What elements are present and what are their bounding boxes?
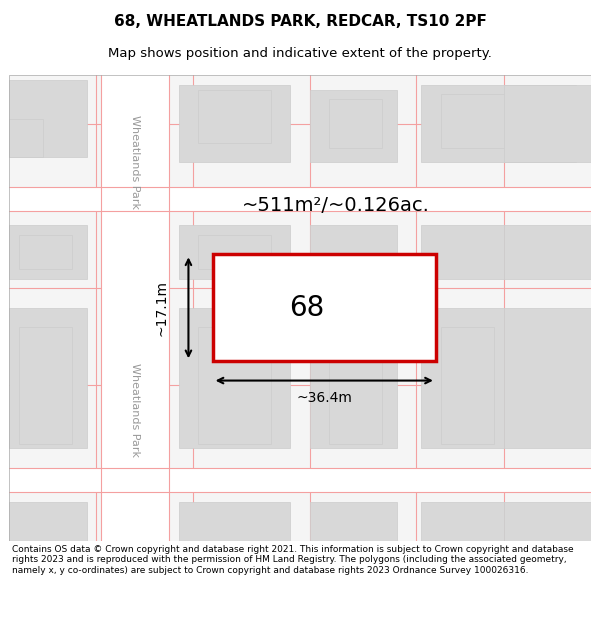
Bar: [421, 502, 504, 541]
Bar: [310, 502, 397, 541]
Text: Map shows position and indicative extent of the property.: Map shows position and indicative extent…: [108, 48, 492, 61]
Bar: [504, 308, 591, 449]
Bar: [179, 85, 290, 162]
Bar: [198, 328, 271, 444]
Text: Wheatlands Park: Wheatlands Park: [130, 115, 140, 209]
Bar: [440, 94, 547, 148]
Bar: [179, 226, 290, 279]
Bar: [421, 85, 577, 162]
Bar: [421, 308, 504, 449]
Text: 68, WHEATLANDS PARK, REDCAR, TS10 2PF: 68, WHEATLANDS PARK, REDCAR, TS10 2PF: [113, 14, 487, 29]
Bar: [440, 328, 494, 444]
Text: ~17.1m: ~17.1m: [154, 280, 168, 336]
Text: Contains OS data © Crown copyright and database right 2021. This information is : Contains OS data © Crown copyright and d…: [12, 545, 574, 574]
Bar: [421, 226, 504, 279]
Text: Wheatlands Park: Wheatlands Park: [130, 362, 140, 457]
Text: ~511m²/~0.126ac.: ~511m²/~0.126ac.: [241, 196, 430, 216]
Bar: [9, 308, 86, 449]
Text: ~36.4m: ~36.4m: [296, 391, 352, 405]
Bar: [9, 502, 86, 541]
Bar: [9, 468, 591, 492]
Bar: [198, 235, 271, 269]
Bar: [19, 328, 72, 444]
Bar: [329, 99, 382, 148]
Bar: [310, 308, 397, 449]
Bar: [9, 226, 86, 279]
Bar: [504, 226, 591, 279]
Bar: [179, 502, 290, 541]
Bar: [9, 80, 86, 158]
Bar: [9, 186, 591, 211]
Bar: [19, 235, 72, 269]
Bar: [198, 89, 271, 143]
Bar: [9, 119, 43, 158]
Bar: [329, 328, 382, 444]
Bar: [310, 226, 397, 279]
Bar: [179, 308, 290, 449]
Bar: [212, 254, 436, 361]
Bar: [504, 85, 591, 162]
Bar: [101, 75, 169, 541]
Bar: [504, 502, 591, 541]
Text: 68: 68: [289, 294, 324, 322]
Bar: [310, 89, 397, 162]
